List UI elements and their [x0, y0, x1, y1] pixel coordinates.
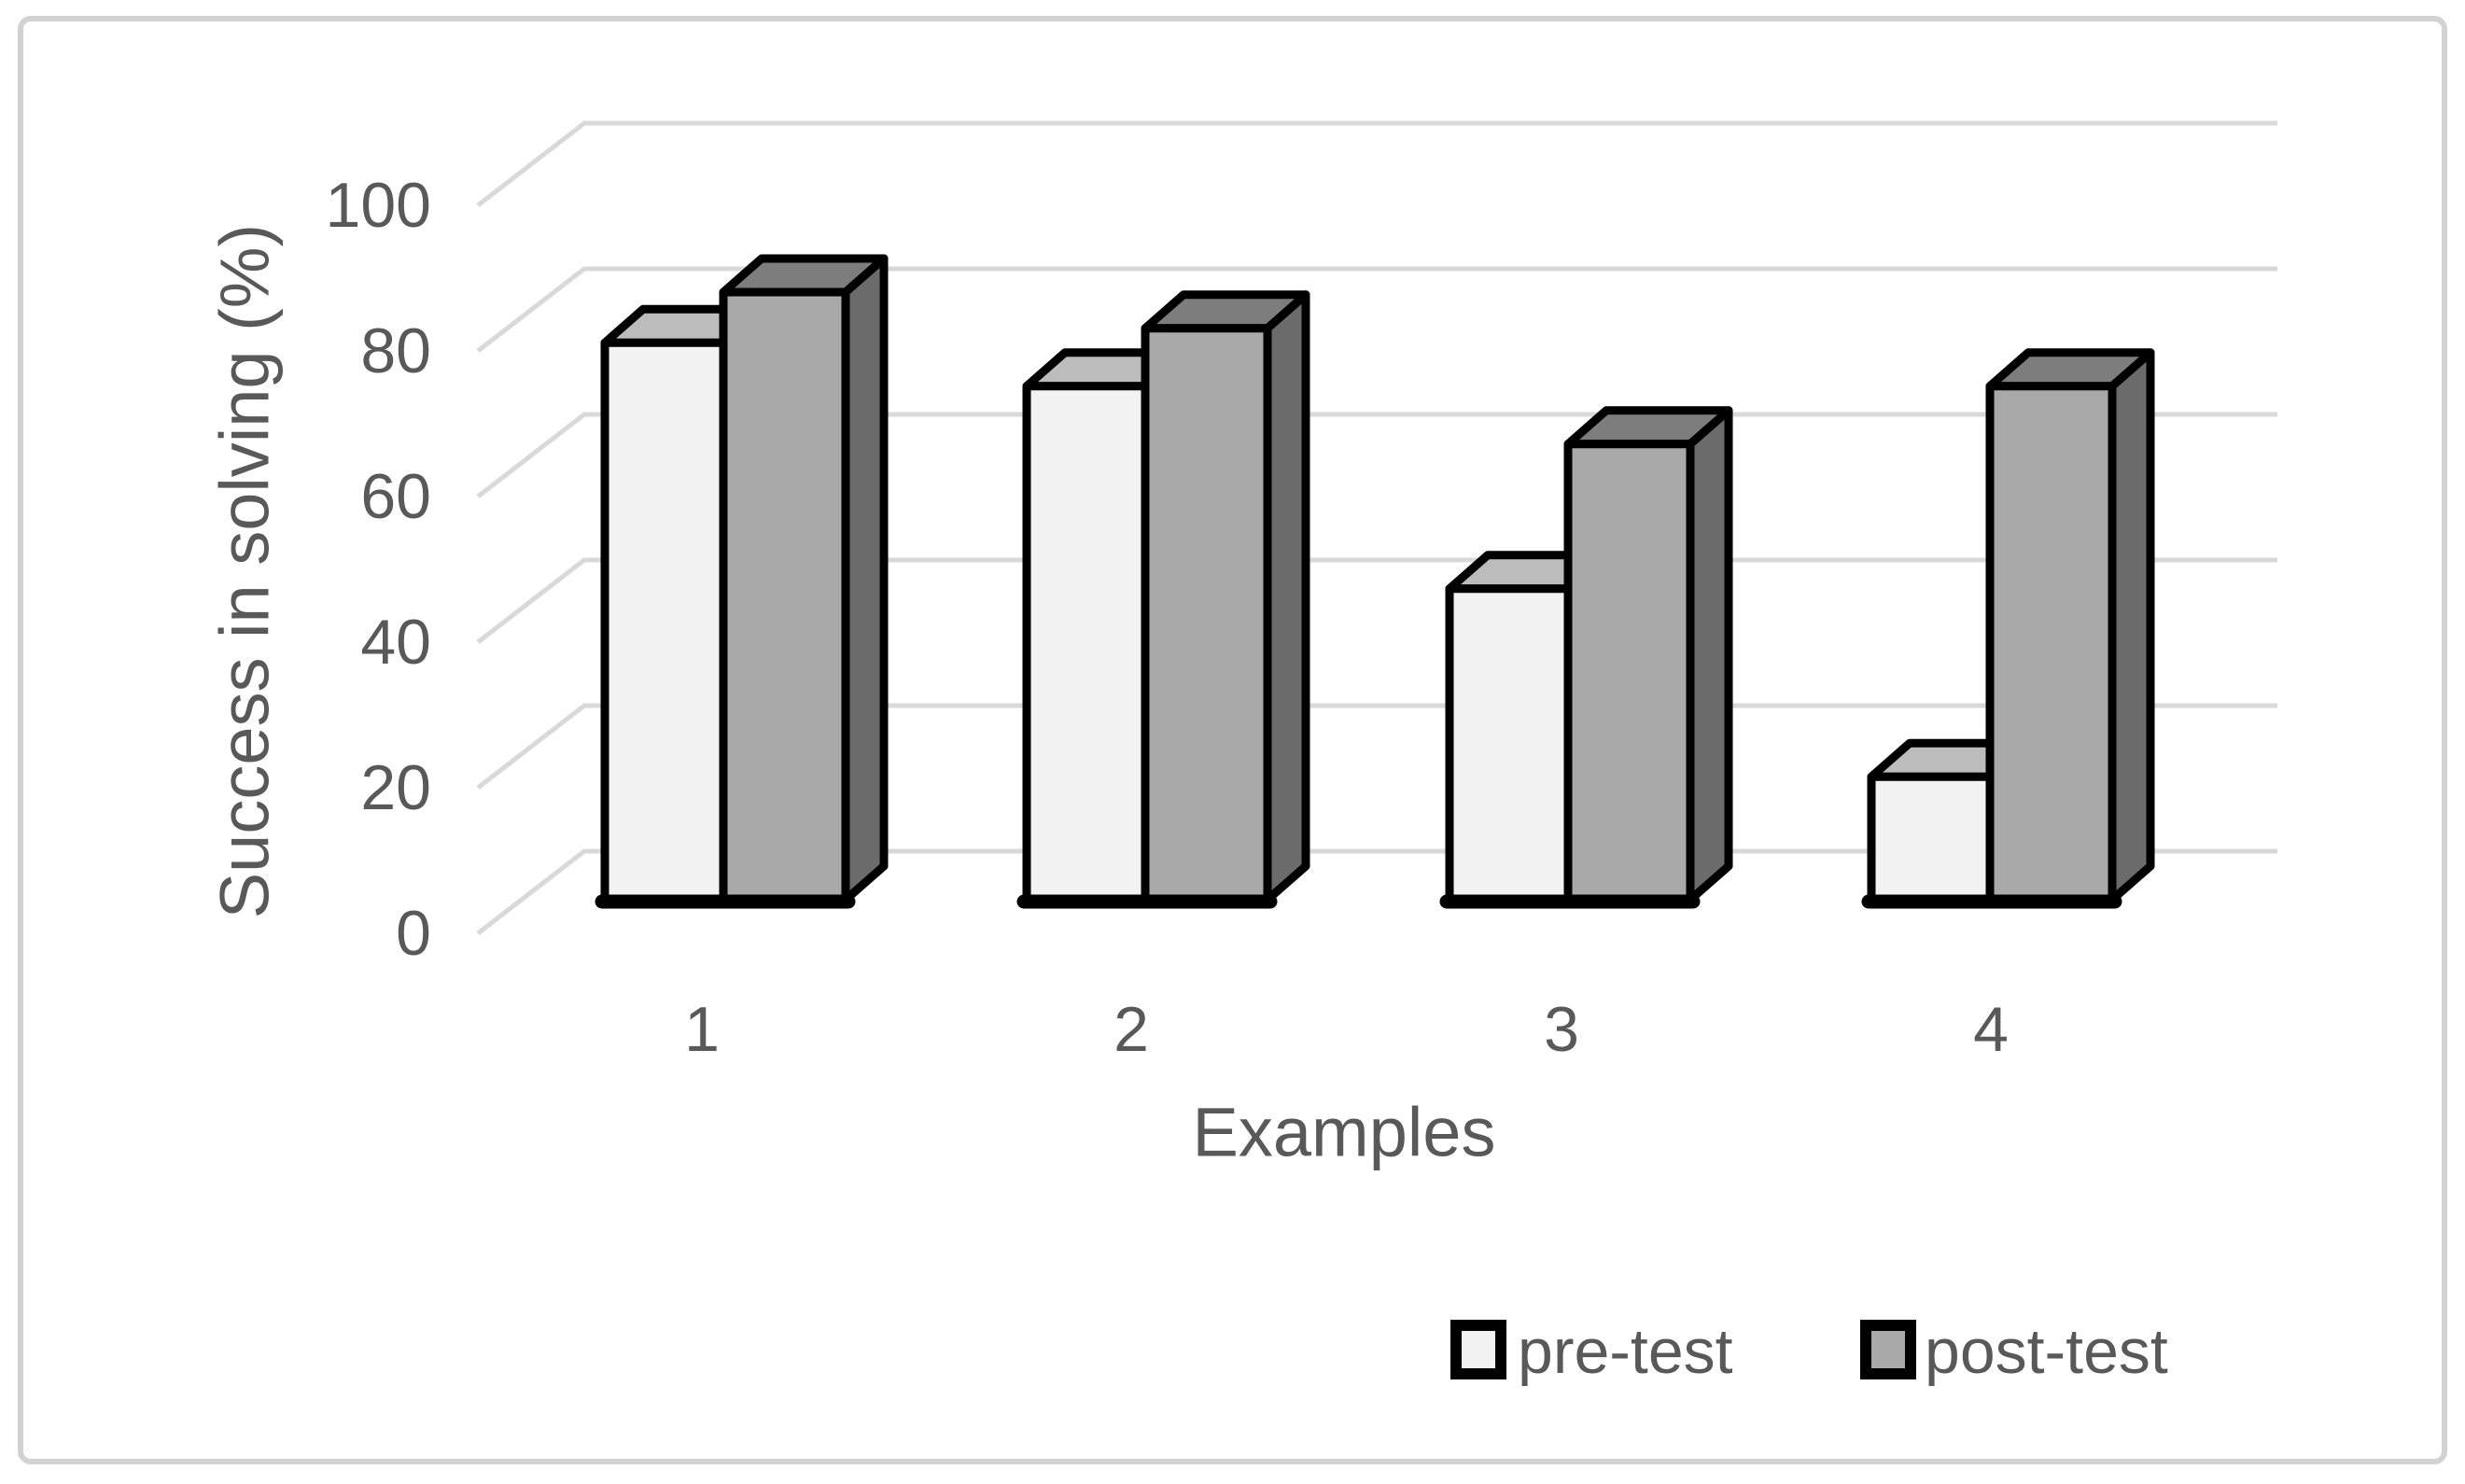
post-test-bar-4-front-face	[1985, 382, 2117, 904]
post-test-bar-4-side-face	[2108, 348, 2155, 904]
legend-swatch-post-test	[1860, 1320, 1916, 1379]
pre-test-bar-2-front-face	[1022, 382, 1150, 904]
y-axis-ticks: 0 20 40 60 80 100	[326, 170, 431, 969]
legend-label-pre-test: pre-test	[1518, 1316, 1733, 1387]
post-test-bar-1-side-face	[841, 254, 889, 904]
y-tick-0: 0	[396, 898, 431, 969]
y-axis-title: Success in solving (%)	[206, 224, 284, 918]
x-axis-ticks: 1 2 3 4	[684, 994, 2009, 1065]
legend: pre-test post-test	[1450, 1316, 2168, 1387]
pre-test-bar-4-front-face	[1867, 772, 1995, 904]
y-tick-20: 20	[360, 752, 431, 823]
y-tick-80: 80	[360, 315, 431, 386]
x-tick-2: 2	[1113, 994, 1149, 1065]
gridline-100	[476, 120, 2277, 207]
pre-test-bar-3-front-face	[1445, 584, 1573, 904]
x-axis-title: Examples	[1193, 1094, 1496, 1171]
plot-area	[476, 120, 2277, 935]
legend-swatch-pre-test	[1450, 1320, 1506, 1379]
x-tick-1: 1	[684, 994, 720, 1065]
gridline-80	[476, 266, 2277, 353]
y-tick-40: 40	[360, 607, 431, 678]
post-test-bar-3-side-face	[1686, 406, 1733, 904]
x-tick-3: 3	[1544, 994, 1579, 1065]
post-test-bar-2-front-face	[1141, 324, 1272, 904]
post-test-bar-3-front-face	[1563, 440, 1695, 904]
x-tick-4: 4	[1973, 994, 2009, 1065]
post-test-bar-2-side-face	[1263, 290, 1310, 904]
y-tick-60: 60	[360, 461, 431, 532]
post-test-bar-1-front-face	[719, 287, 850, 904]
legend-label-post-test: post-test	[1925, 1316, 2168, 1387]
y-tick-100: 100	[326, 170, 431, 241]
pre-test-bar-1-front-face	[600, 338, 728, 904]
